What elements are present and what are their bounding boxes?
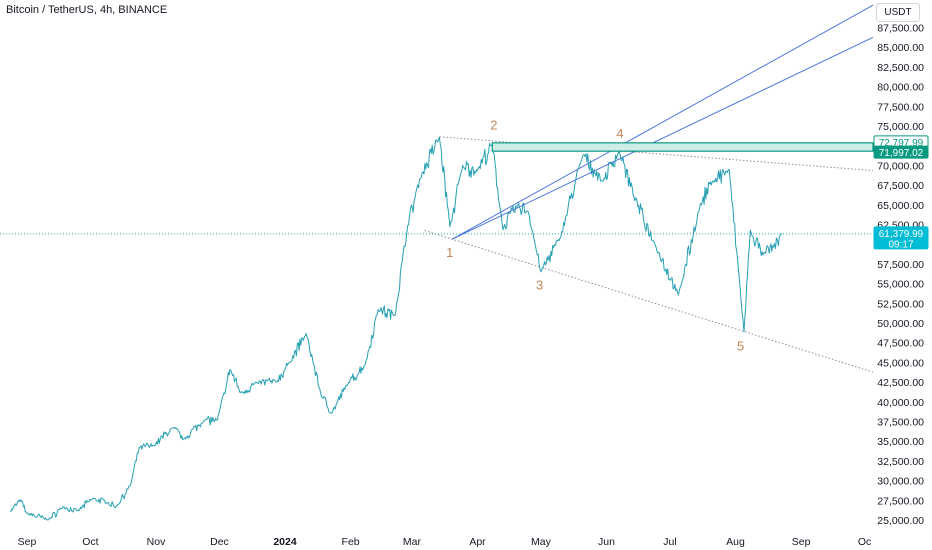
zone-upper-tag-text: 72,797.99: [879, 138, 924, 149]
y-tick-label: 57,500.00: [877, 259, 924, 271]
y-tick-label: 87,500.00: [877, 23, 924, 35]
wave-label-4: 4: [616, 126, 623, 141]
zone-lower-tag-text: 71,997.02: [879, 148, 924, 159]
y-tick-label: 30,000.00: [877, 476, 924, 488]
y-tick-label: 50,000.00: [877, 318, 924, 330]
wave-label-2: 2: [490, 118, 497, 133]
x-tick-label: Jun: [598, 536, 615, 548]
y-tick-label: 75,000.00: [877, 121, 924, 133]
annotation-layer: 1 2 3 4 5: [446, 4, 874, 353]
chart-title: Bitcoin / TetherUS, 4h, BINANCE: [6, 4, 168, 16]
x-tick-label: Jul: [663, 536, 676, 548]
y-tick-label: 37,500.00: [877, 417, 924, 429]
x-tick-label: Oc: [858, 536, 871, 548]
y-tick-label: 82,500.00: [877, 62, 924, 74]
x-tick-label: 2024: [273, 536, 297, 548]
resistance-zone: [491, 142, 874, 152]
y-tick-label: 35,000.00: [877, 436, 924, 448]
last-price-tag-text: 61,379.99: [879, 229, 924, 240]
last-price-tag-box: [873, 226, 929, 250]
y-tick-label: 85,000.00: [877, 42, 924, 54]
x-tick-label: Aug: [726, 536, 745, 548]
ray-steep: [451, 4, 874, 240]
time-axis[interactable]: Sep Oct Nov Dec 2024 Feb Mar Apr May Jun Jul Aug Sep…: [18, 536, 872, 548]
x-tick-label: Sep: [792, 536, 811, 548]
y-tick-label: 25,000.00: [877, 515, 924, 527]
y-tick-label: 55,000.00: [877, 279, 924, 291]
y-tick-label: 80,000.00: [877, 82, 924, 94]
y-tick-label: 47,500.00: [877, 338, 924, 350]
y-tick-label: 32,500.00: [877, 456, 924, 468]
y-tick-label: 77,500.00: [877, 101, 924, 113]
y-tick-label: 70,000.00: [877, 160, 924, 172]
x-tick-label: May: [531, 536, 552, 548]
ray-shallow: [451, 36, 874, 240]
last-price-tag-text: 09:17: [888, 239, 913, 250]
wedge-upper-trendline: [439, 136, 874, 172]
x-tick-label: Dec: [210, 536, 229, 548]
x-tick-label: Oct: [82, 536, 98, 548]
wave-label-5: 5: [737, 338, 744, 353]
y-tick-label: 42,500.00: [877, 377, 924, 389]
wedge-lower-trendline: [424, 230, 874, 373]
y-tick-label: 67,500.00: [877, 180, 924, 192]
price-axis[interactable]: 87,500.00 85,000.00 82,500.00 80,000.00 77,5…: [877, 23, 924, 528]
x-tick-label: Apr: [469, 536, 486, 548]
x-tick-label: Mar: [403, 536, 422, 548]
currency-button[interactable]: USDT: [876, 3, 920, 22]
x-tick-label: Nov: [147, 536, 166, 548]
x-tick-label: Feb: [342, 536, 360, 548]
zone-lower-tag-box: [873, 145, 929, 159]
x-tick-label: Sep: [18, 536, 37, 548]
price-series-layer: [10, 136, 783, 521]
zone-lower-tag: 71,997.02: [873, 145, 929, 159]
price-line: [10, 136, 783, 521]
y-tick-label: 45,000.00: [877, 357, 924, 369]
wave-label-1: 1: [446, 245, 453, 260]
y-tick-label: 52,500.00: [877, 298, 924, 310]
wave-label-3: 3: [536, 277, 543, 292]
y-tick-label: 40,000.00: [877, 397, 924, 409]
y-tick-label: 65,000.00: [877, 200, 924, 212]
y-tick-label: 27,500.00: [877, 495, 924, 507]
drawings-layer: [0, 136, 874, 373]
